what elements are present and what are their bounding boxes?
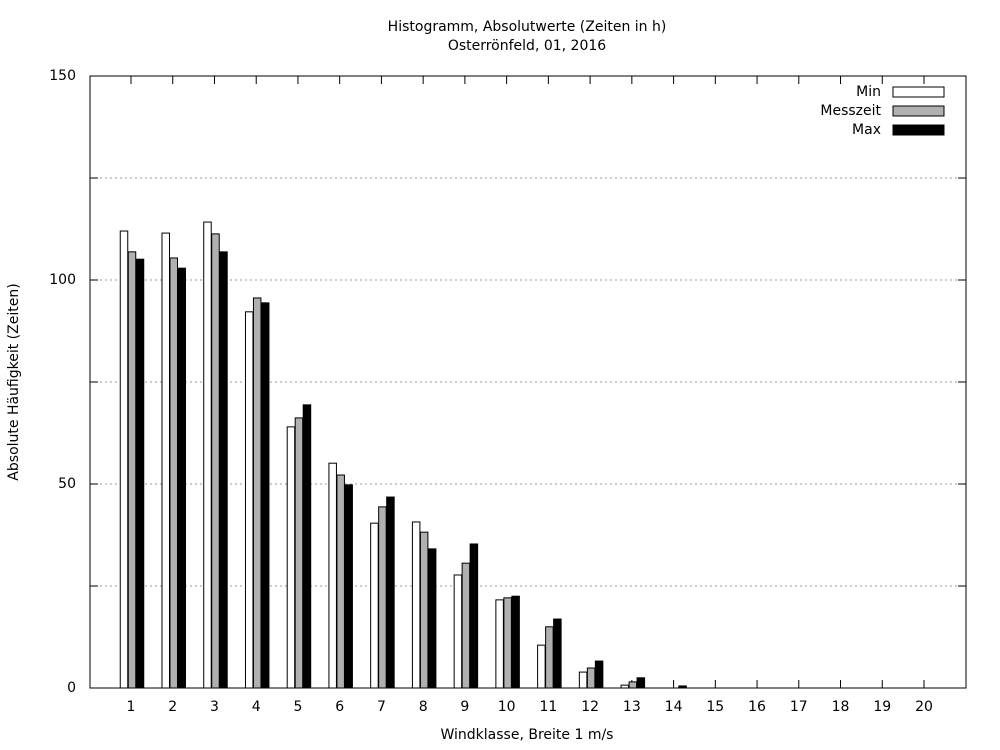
x-tick-label: 5: [293, 699, 302, 715]
bar: [386, 496, 395, 689]
x-tick-label: 3: [210, 699, 219, 715]
legend-label: Max: [852, 122, 881, 138]
bar: [511, 595, 520, 689]
plot-frame: [89, 75, 967, 689]
x-tick-label: 7: [377, 699, 386, 715]
x-tick-label: 11: [539, 699, 557, 715]
legend-swatch: [892, 124, 945, 136]
bar: [545, 626, 554, 689]
x-tick-label: 2: [168, 699, 177, 715]
chart-subtitle: Osterrönfeld, 01, 2016: [448, 38, 606, 54]
bar: [537, 644, 546, 689]
x-tick-label: 10: [498, 699, 516, 715]
bar: [260, 302, 270, 689]
bar: [169, 257, 178, 689]
bar: [302, 404, 312, 689]
y-tick-label: 100: [49, 272, 76, 288]
x-tick-label: 14: [665, 699, 683, 715]
chart-title: Histogramm, Absolutwerte (Zeiten in h): [388, 19, 667, 35]
bar: [678, 685, 687, 689]
x-tick-label: 1: [127, 699, 136, 715]
bar: [411, 521, 421, 689]
bar: [211, 233, 220, 689]
x-tick-label: 13: [623, 699, 641, 715]
x-tick-label: 16: [748, 699, 766, 715]
bar: [594, 660, 604, 689]
bar: [219, 251, 228, 689]
x-tick-label: 18: [832, 699, 850, 715]
bar: [503, 597, 512, 689]
bar: [628, 681, 638, 689]
bar: [620, 684, 630, 689]
x-tick-label: 17: [790, 699, 808, 715]
bar: [252, 297, 262, 689]
bar: [119, 230, 129, 689]
bar: [378, 506, 387, 689]
bar: [578, 671, 588, 689]
legend-label: Messzeit: [820, 103, 881, 119]
x-tick-label: 12: [581, 699, 599, 715]
y-tick-label: 50: [58, 476, 76, 492]
bar: [370, 522, 379, 689]
bar: [294, 417, 304, 689]
bar: [177, 267, 186, 689]
bar: [328, 462, 337, 689]
x-tick-label: 9: [460, 699, 469, 715]
x-tick-label: 4: [252, 699, 261, 715]
bar: [419, 531, 429, 689]
x-tick-label: 20: [915, 699, 933, 715]
x-tick-label: 6: [335, 699, 344, 715]
bar: [495, 599, 504, 689]
bar: [161, 232, 170, 689]
legend-label: Min: [856, 84, 881, 100]
x-tick-label: 19: [873, 699, 891, 715]
bar: [135, 258, 145, 689]
y-tick-label: 0: [67, 680, 76, 696]
bar: [244, 311, 254, 689]
y-axis-label: Absolute Häufigkeit (Zeiten): [6, 283, 22, 480]
x-tick-label: 15: [706, 699, 724, 715]
bar: [286, 426, 296, 689]
y-tick-label: 150: [49, 68, 76, 84]
bar: [586, 667, 596, 689]
bar: [453, 574, 463, 689]
bar: [344, 484, 353, 689]
x-axis-label: Windklasse, Breite 1 m/s: [441, 727, 614, 743]
bar: [127, 251, 137, 689]
bar: [461, 562, 471, 689]
legend-swatch: [892, 86, 945, 98]
bar: [636, 677, 646, 689]
x-tick-label: 8: [419, 699, 428, 715]
bar: [203, 221, 212, 689]
bar: [427, 548, 437, 689]
bar: [336, 474, 345, 689]
legend-swatch: [892, 105, 945, 117]
bar: [553, 618, 562, 689]
bar: [469, 543, 479, 689]
